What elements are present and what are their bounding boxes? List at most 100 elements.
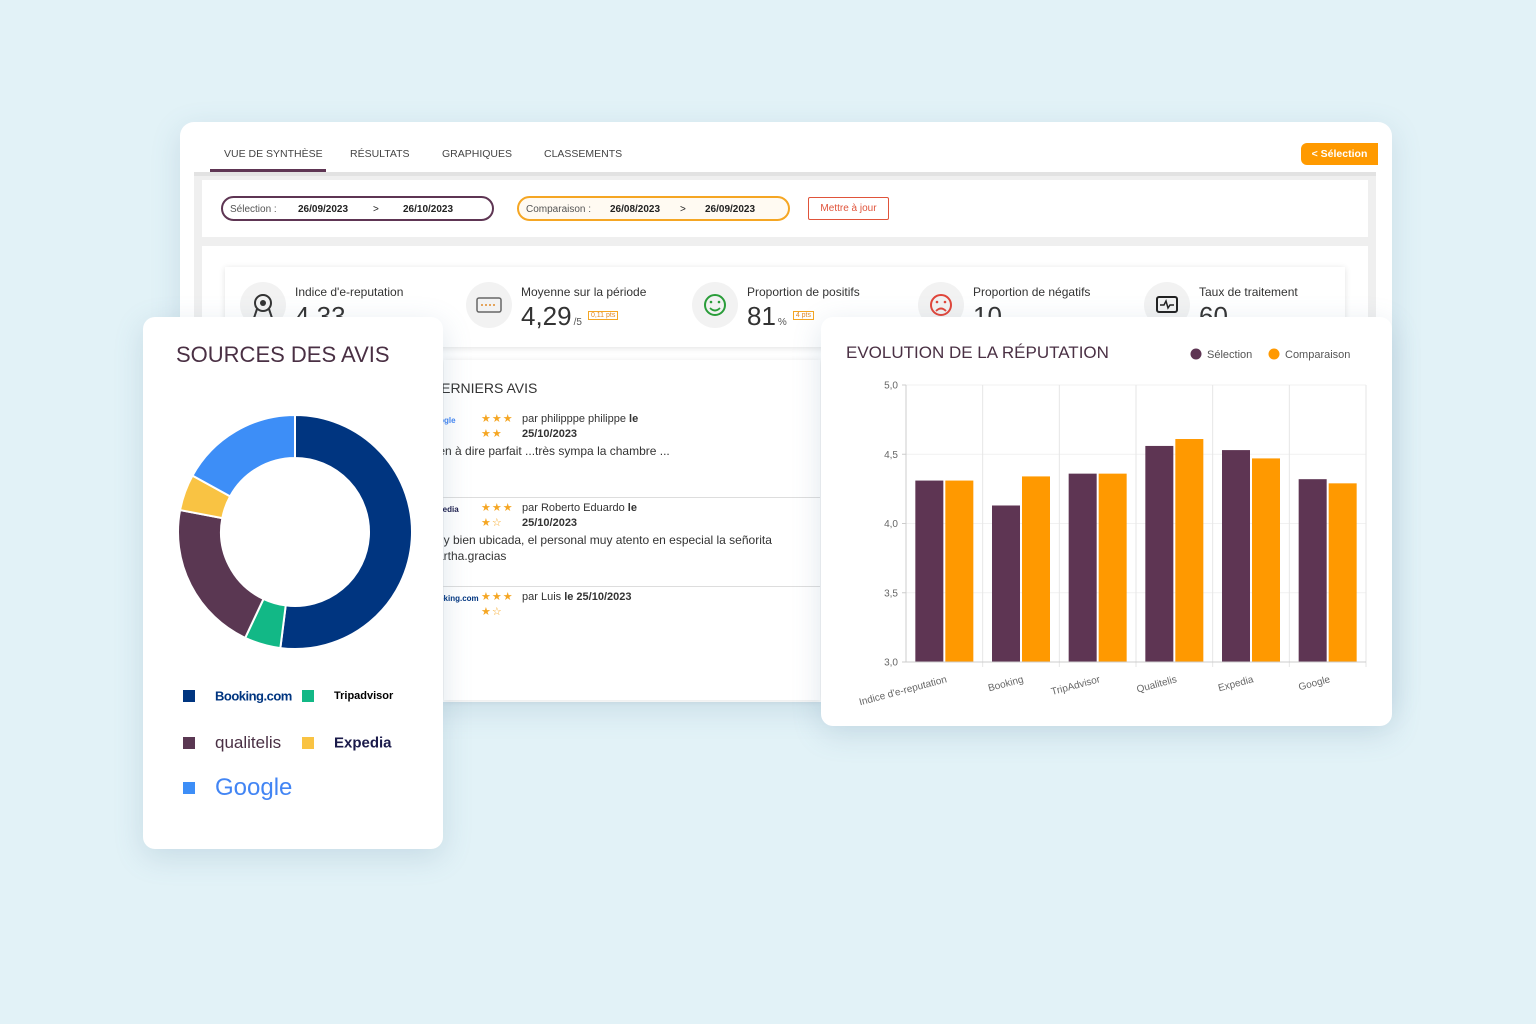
kpi-label: Moyenne sur la période — [521, 285, 647, 299]
bar — [1145, 445, 1174, 662]
update-button[interactable]: Mettre à jour — [808, 197, 889, 220]
date-label: Sélection : — [230, 204, 277, 215]
x-tick-label: TripAdvisor — [1050, 674, 1102, 698]
review-source: Booking.com — [428, 594, 479, 603]
legend-swatch — [183, 782, 195, 794]
bar — [1022, 476, 1050, 662]
sources-title: SOURCES DES AVIS — [176, 342, 390, 367]
review-stars: ★★ — [481, 428, 503, 440]
bar — [1068, 473, 1097, 662]
kpi-value-row: 4,29/5 0,11 pts — [521, 301, 619, 332]
x-tick-label: Indice d'e-reputation — [858, 674, 948, 708]
legend-label: Google — [215, 774, 293, 801]
date-end: 26/10/2023 — [403, 204, 454, 215]
bar — [915, 480, 944, 662]
date-start: 26/08/2023 — [610, 204, 661, 215]
donut-segment — [177, 508, 265, 640]
review-source: Expedia — [428, 505, 459, 514]
y-tick-label: 5,0 — [884, 381, 898, 392]
review-text: Rien à dire parfait ...très sympa la cha… — [427, 444, 670, 458]
legend-marker — [1268, 348, 1280, 360]
kpi-delta: 4 pts — [792, 311, 815, 320]
donut-chart — [177, 413, 413, 650]
review-date: le 25/10/2023 — [522, 413, 639, 440]
tab[interactable]: CLASSEMENTS — [544, 148, 623, 160]
kpi-icon — [692, 282, 738, 328]
review-date: le 25/10/2023 — [564, 591, 632, 603]
active-tab-underline — [210, 169, 326, 172]
kpi-icon-glyph — [704, 294, 726, 316]
review-stars: ★☆ — [481, 606, 503, 618]
kpi-delta: 0,11 pts — [587, 311, 619, 320]
filter-panel: Sélection : 26/09/2023 >26/10/2023 Comparai… — [202, 180, 1368, 237]
review-byline: par Luis le 25/10/2023 — [522, 590, 682, 605]
kpi-icon-glyph — [930, 294, 952, 316]
kpi-icon-glyph — [253, 294, 273, 319]
sources-card: SOURCES DES AVIS Booking.com Tripadvisor qu… — [143, 317, 443, 849]
kpi-icon-glyph — [1156, 296, 1178, 313]
date-pill[interactable]: Sélection : 26/09/2023 >26/10/2023 — [221, 196, 494, 221]
x-tick-label: Expedia — [1217, 674, 1255, 694]
review-author: par Roberto Eduardo — [522, 502, 625, 514]
review-separator — [414, 497, 820, 498]
legend-label: Sélection — [1207, 349, 1252, 361]
date-pill[interactable]: Comparaison : 26/08/2023 >26/09/2023 — [517, 196, 790, 221]
legend-marker — [1190, 348, 1202, 360]
y-tick-label: 4,0 — [884, 519, 898, 530]
legend-label: Booking.com — [215, 688, 292, 704]
kpi-unit: % — [777, 317, 787, 328]
tab[interactable]: GRAPHIQUES — [442, 148, 513, 160]
kpi-unit: /5 — [573, 317, 582, 328]
bar — [1298, 479, 1327, 662]
y-tick-label: 4,5 — [884, 450, 898, 461]
bar — [992, 505, 1020, 662]
bar-chart: EVOLUTION DE LA RÉPUTATION Sélection Compa… — [846, 343, 1367, 708]
tab[interactable]: RÉSULTATS — [350, 148, 410, 160]
review-date: le 25/10/2023 — [522, 502, 637, 529]
kpi-value: 81 — [747, 301, 776, 331]
bar — [945, 480, 974, 662]
review-separator — [414, 586, 820, 587]
donut-segment — [279, 413, 413, 650]
kpi-label: Proportion de négatifs — [973, 285, 1091, 299]
review-stars: ★★★ — [481, 502, 514, 514]
kpi-label: Taux de traitement — [1199, 285, 1298, 299]
review-author: par philipppe philippe — [522, 413, 626, 425]
x-tick-label: Google — [1297, 674, 1331, 693]
legend-swatch — [183, 690, 195, 702]
x-tick-label: Booking — [987, 674, 1025, 694]
legend-swatch — [302, 690, 314, 702]
bar — [1175, 439, 1204, 662]
x-tick-label: Qualitelis — [1136, 674, 1179, 695]
kpi-value-row: 81 % 4 pts — [747, 301, 815, 332]
reviews-panel: DERNIERS AVISGoogle★★★★★par philipppe ph… — [414, 360, 820, 700]
date-end: 26/09/2023 — [705, 204, 756, 215]
reputation-card: EVOLUTION DE LA RÉPUTATION Sélection Compa… — [821, 317, 1392, 726]
donut-segment — [191, 413, 296, 498]
legend-label: Expedia — [334, 734, 392, 752]
legend-label: qualitelis — [215, 733, 282, 752]
review-stars: ★★★ — [481, 413, 514, 425]
review-byline: par Roberto Eduardo le 25/10/2023 — [522, 501, 682, 531]
kpi-icon — [466, 282, 512, 328]
selection-button[interactable]: < Sélection — [1301, 143, 1378, 165]
legend-label: Comparaison — [1285, 349, 1350, 361]
tab[interactable]: VUE DE SYNTHÈSE — [224, 148, 323, 160]
bar — [1328, 483, 1357, 662]
legend-swatch — [183, 737, 195, 749]
review-byline: par philipppe philippe le 25/10/2023 — [522, 412, 682, 442]
reviews-title: DERNIERS AVIS — [431, 380, 538, 396]
date-separator: > — [373, 204, 379, 215]
date-separator: > — [680, 204, 686, 215]
y-tick-label: 3,5 — [884, 588, 898, 599]
review-author: par Luis — [522, 591, 562, 603]
kpi-value: 4,29 — [521, 301, 572, 331]
review-stars: ★☆ — [481, 517, 503, 529]
legend-swatch — [302, 737, 314, 749]
kpi-label: Proportion de positifs — [747, 285, 860, 299]
date-start: 26/09/2023 — [298, 204, 349, 215]
bar — [1252, 458, 1280, 662]
date-label: Comparaison : — [526, 204, 592, 215]
bar — [1222, 450, 1250, 662]
